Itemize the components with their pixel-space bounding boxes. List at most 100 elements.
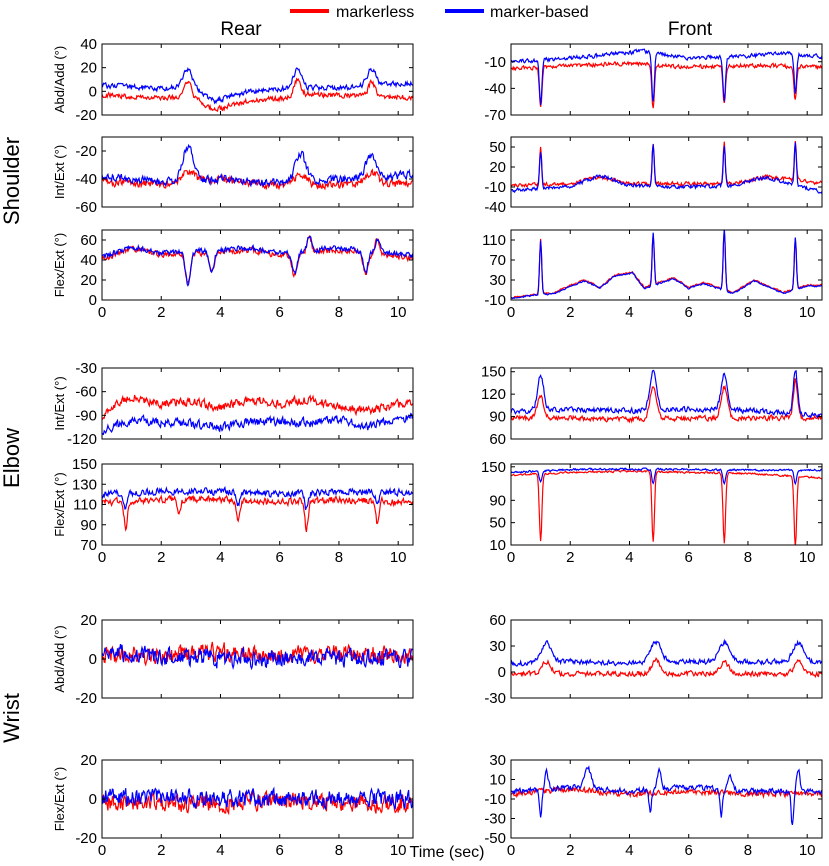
y-tick-label: 90	[489, 409, 506, 426]
series-line-marker-based	[102, 235, 413, 287]
series-group	[511, 467, 822, 545]
x-tick-label: 2	[566, 304, 574, 321]
series-line-marker-based	[102, 644, 413, 671]
series-group	[511, 230, 822, 300]
x-tick-label: 6	[276, 549, 284, 566]
y-tick-label: 30	[489, 638, 506, 655]
series-line-marker-based	[102, 412, 413, 436]
x-tick-label: 4	[625, 842, 633, 859]
series-line-markerless	[102, 789, 413, 816]
plot-frame	[510, 759, 823, 839]
panel-wrist-abd-front: -30 0 30 60	[484, 612, 823, 707]
y-tick-label: -40	[484, 80, 506, 97]
x-tick-label: 4	[625, 304, 633, 321]
panel-shoulder-int-rear: -60 -40 -20 Int/Ext (°)	[52, 136, 414, 216]
x-tick-label: 8	[335, 304, 343, 321]
y-tick-label: 20	[80, 272, 97, 289]
series-line-marker-based	[511, 369, 822, 419]
y-tick-label: 40	[80, 36, 97, 53]
x-tick-label: 10	[390, 842, 407, 859]
plot-frame	[510, 619, 823, 699]
y-tick-label: 20	[80, 612, 97, 629]
y-tick-label: 0	[89, 292, 97, 309]
panel-shoulder-abd-rear: -20 0 20 40 Abd/Add (°)	[52, 36, 414, 124]
y-axis-label: Flex/Ext (°)	[52, 233, 67, 297]
y-tick-label: 20	[80, 752, 97, 769]
x-tick-label: 0	[507, 549, 515, 566]
legend-label-markerless: markerless	[336, 4, 414, 21]
series-line-markerless	[511, 785, 822, 800]
x-tick-label: 10	[799, 304, 816, 321]
group-label-elbow: Elbow	[0, 428, 24, 488]
y-tick-label: 150	[481, 364, 506, 381]
y-tick-label: 10	[489, 537, 506, 554]
y-tick-label: 50	[489, 515, 506, 532]
y-tick-label: 0	[89, 791, 97, 808]
x-tick-label: 8	[744, 842, 752, 859]
plot-frame	[510, 367, 823, 440]
series-line-marker-based	[511, 638, 822, 667]
y-tick-label: -20	[75, 830, 97, 847]
series-group	[511, 141, 822, 194]
y-tick-label: 150	[481, 459, 506, 476]
x-tick-label: 10	[390, 304, 407, 321]
series-line-marker-based	[102, 66, 413, 105]
y-tick-label: 90	[489, 492, 506, 509]
panel-wrist-abd-rear: -20 0 20 Abd/Add (°)	[52, 612, 414, 707]
plot-frame	[101, 229, 414, 301]
y-tick-label: 50	[489, 139, 506, 156]
panel-elbow-flex-rear: 70 90 110 130 150 0 2 4 6 8 10 Flex/Ext (°)	[52, 456, 414, 566]
x-tick-label: 10	[799, 549, 816, 566]
y-axis-label: Flex/Ext (°)	[52, 767, 67, 831]
series-line-markerless	[102, 394, 413, 420]
group-label-wrist: Wrist	[0, 693, 24, 743]
series-line-marker-based	[511, 230, 822, 300]
y-tick-label: -10	[484, 54, 506, 71]
x-tick-label: 6	[276, 304, 284, 321]
y-tick-label: 70	[489, 252, 506, 269]
x-tick-label: 8	[335, 842, 343, 859]
plot-frame	[510, 229, 823, 301]
x-tick-label: 0	[507, 842, 515, 859]
y-tick-label: -20	[75, 107, 97, 124]
y-tick-label: -10	[484, 179, 506, 196]
panel-shoulder-flex-front: -10 30 70 110 0 2 4 6 8 10	[482, 229, 823, 321]
y-tick-label: -30	[484, 690, 506, 707]
x-tick-label: 0	[98, 304, 106, 321]
plot-frame	[510, 136, 823, 208]
y-tick-label: 60	[80, 232, 97, 249]
x-tick-label: 6	[276, 842, 284, 859]
series-group	[102, 786, 413, 816]
series-group	[102, 641, 413, 671]
y-axis-label: Int/Ext (°)	[52, 376, 67, 430]
series-group	[102, 66, 413, 113]
series-line-marker-based	[102, 786, 413, 810]
y-tick-label: 20	[489, 159, 506, 176]
y-axis-label: Int/Ext (°)	[52, 145, 67, 199]
legend-label-marker-based: marker-based	[490, 4, 589, 21]
y-tick-label: 0	[89, 651, 97, 668]
series-group	[102, 143, 413, 191]
x-tick-label: 0	[98, 842, 106, 859]
plot-frame	[101, 43, 414, 116]
panel-wrist-flex-front: -50 -30 -10 10 30 0 2 4 6 8 10	[484, 752, 823, 859]
y-axis-label: Abd/Add (°)	[52, 46, 67, 113]
y-tick-label: 40	[80, 252, 97, 269]
plot-frame	[101, 463, 414, 546]
x-tick-label: 6	[685, 842, 693, 859]
series-group	[511, 369, 822, 424]
y-tick-label: 90	[80, 517, 97, 534]
legend: markerless marker-based	[290, 4, 589, 21]
x-tick-label: 8	[744, 549, 752, 566]
x-axis-label: Time (sec)	[410, 844, 485, 861]
series-group	[102, 485, 413, 533]
series-line-markerless	[511, 60, 822, 109]
y-tick-label: 10	[489, 772, 506, 789]
x-tick-label: 2	[157, 304, 165, 321]
x-tick-label: 6	[685, 304, 693, 321]
y-tick-label: -90	[75, 407, 97, 424]
series-line-markerless	[511, 141, 822, 188]
panel-elbow-flex-front: 10 50 90 150 0 2 4 6 8 10	[481, 459, 823, 566]
x-tick-label: 4	[216, 842, 224, 859]
y-tick-label: 0	[498, 664, 506, 681]
